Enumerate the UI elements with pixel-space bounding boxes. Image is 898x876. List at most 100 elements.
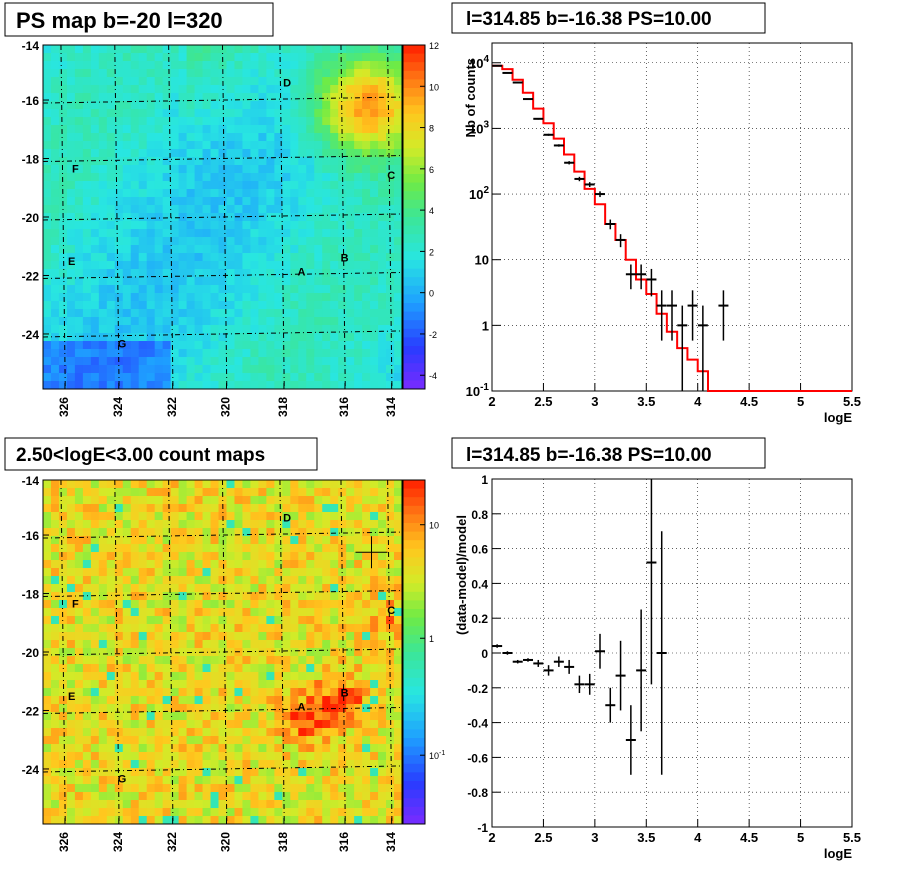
heatmap-cell [43, 688, 52, 697]
heatmap-cell [322, 784, 331, 793]
heatmap-cell [330, 277, 339, 286]
heatmap-cell [290, 704, 299, 713]
heatmap-cell [322, 624, 331, 633]
heatmap-cell [66, 93, 76, 102]
heatmap-cell [90, 488, 100, 497]
source-label-g: G [118, 339, 127, 351]
colorbar-segment [403, 695, 425, 705]
heatmap-cell [218, 381, 227, 390]
heatmap-cell [66, 229, 76, 238]
heatmap-cell [386, 600, 395, 609]
heatmap-cell [202, 536, 211, 545]
heatmap-cell [258, 624, 267, 633]
heatmap-cell [290, 648, 299, 657]
heatmap-cell [330, 133, 339, 142]
heatmap-cell [290, 624, 299, 633]
heatmap-cell [74, 53, 84, 62]
heatmap-cell [154, 373, 164, 382]
heatmap-cell [50, 560, 60, 569]
heatmap-cell [162, 624, 172, 633]
heatmap-cell [154, 301, 164, 310]
heatmap-cell [194, 381, 203, 390]
heatmap-cell [370, 341, 379, 350]
heatmap-cell [394, 504, 403, 513]
heatmap-cell [354, 536, 363, 545]
colorbar-segment [403, 234, 425, 244]
heatmap-cell [210, 776, 219, 785]
colorbar-segment [403, 634, 425, 644]
heatmap-cell [106, 704, 116, 713]
heatmap-cell [146, 656, 156, 665]
heatmap-cell [66, 325, 76, 334]
heatmap-cell [50, 816, 60, 825]
heatmap-cell [250, 568, 259, 577]
heatmap-cell [138, 744, 148, 753]
heatmap-cell [322, 568, 331, 577]
heatmap-cell [194, 600, 203, 609]
colorbar-segment [403, 174, 425, 184]
heatmap-cell [378, 245, 387, 254]
heatmap-cell [250, 221, 259, 230]
heatmap-cell [346, 496, 355, 505]
heatmap-cell [90, 309, 100, 318]
heatmap-cell [306, 512, 315, 521]
heatmap-cell [242, 205, 251, 214]
heatmap-cell [338, 480, 347, 489]
heatmap-cell [282, 45, 291, 54]
heatmap-cell [146, 285, 156, 294]
heatmap-cell [186, 237, 195, 246]
heatmap-cell [370, 688, 379, 697]
heatmap-cell [258, 656, 267, 665]
heatmap-cell [378, 728, 387, 737]
heatmap-cell [130, 157, 140, 166]
heatmap-cell [210, 381, 219, 390]
heatmap-cell [346, 349, 355, 358]
heatmap-cell [66, 317, 76, 326]
heatmap-cell [202, 253, 211, 262]
heatmap-cell [210, 552, 219, 561]
heatmap-cell [370, 205, 379, 214]
colorbar-segment [403, 260, 425, 270]
heatmap-cell [210, 133, 219, 142]
heatmap-cell [314, 776, 323, 785]
heatmap-cell [114, 760, 124, 769]
heatmap-cell [290, 93, 299, 102]
heatmap-cell [234, 181, 243, 190]
heatmap-cell [194, 672, 203, 681]
heatmap-cell [290, 141, 299, 150]
heatmap-cell [266, 800, 275, 809]
heatmap-cell [378, 680, 387, 689]
x-tick-label: 2.5 [534, 394, 552, 409]
heatmap-cell [362, 552, 371, 561]
heatmap-cell [346, 536, 355, 545]
heatmap-cell [234, 760, 243, 769]
heatmap-cell [202, 792, 211, 801]
map-grid-meridian [279, 44, 285, 390]
heatmap-cell [146, 53, 156, 62]
colorbar-segment [403, 643, 425, 653]
heatmap-cell [298, 808, 307, 817]
heatmap-cell [258, 592, 267, 601]
heatmap-cell [234, 496, 243, 505]
heatmap-cell [386, 816, 395, 825]
heatmap-cell [154, 584, 164, 593]
heatmap-cell [202, 341, 211, 350]
heatmap-cell [250, 349, 259, 358]
heatmap-cell [146, 568, 156, 577]
heatmap-cell [258, 552, 267, 561]
heatmap-cell [354, 744, 363, 753]
heatmap-cell [82, 528, 92, 537]
heatmap-cell [250, 61, 259, 70]
heatmap-cell [98, 205, 108, 214]
heatmap-cell [114, 45, 124, 54]
heatmap-cell [338, 704, 347, 713]
heatmap-cell [178, 616, 187, 625]
colorbar-segment [403, 208, 425, 218]
heatmap-cell [354, 357, 363, 366]
heatmap-cell [274, 496, 283, 505]
heatmap-cell [162, 704, 172, 713]
heatmap-cell [346, 93, 355, 102]
heatmap-cell [226, 85, 235, 94]
heatmap-cell [202, 640, 211, 649]
heatmap-cell [146, 800, 156, 809]
